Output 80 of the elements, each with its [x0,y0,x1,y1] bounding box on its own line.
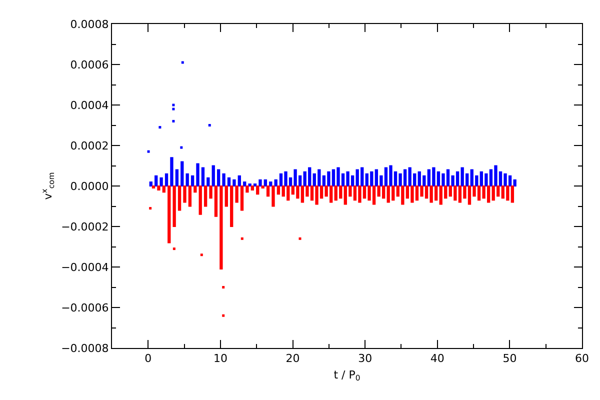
point [180,146,183,149]
bar [222,173,226,186]
bar [162,186,166,193]
y-tick-label: −0.0006 [61,301,109,314]
x-tick-label: 10 [213,352,228,366]
point [222,314,225,317]
y-tick-label: 0.0000 [70,180,109,193]
bar [168,186,171,244]
bar [160,177,163,186]
bar [238,175,241,186]
point [147,150,150,153]
bar [224,186,228,207]
bar [274,179,278,186]
x-tick-label: 60 [575,352,589,366]
bar [178,186,182,211]
y-tick-label: 0.0006 [70,58,109,72]
point [298,237,302,240]
bar [194,186,197,193]
bar [243,181,246,186]
bar [250,186,254,191]
x-tick-label: 0 [144,352,152,366]
point [172,120,175,122]
bar [201,167,205,186]
bar [248,183,252,186]
y-tick-label: 0.0004 [70,98,109,112]
bar [204,186,208,207]
bar [196,163,200,186]
bar [175,169,179,186]
bar [256,186,260,195]
bar [253,183,257,186]
bar [227,177,231,186]
bar [214,186,218,217]
x-tick-label: 20 [286,352,300,366]
bar [217,169,220,186]
bar [188,186,192,207]
bar [172,186,176,227]
bar [180,161,184,186]
bar [152,186,156,189]
bar [154,175,158,186]
bar [186,173,189,186]
bar [269,181,272,186]
point [172,104,175,106]
x-tick-label: 40 [430,352,444,366]
y-tick-label: −0.0002 [61,220,109,234]
bar [261,186,264,189]
bar [230,186,234,227]
y-tick-label: −0.0004 [61,260,109,274]
bar [264,179,268,186]
bar [164,173,168,186]
bar [190,175,194,186]
x-tick-label: 30 [358,352,372,366]
x-axis-title: t / P$_{0}$ [334,368,360,383]
bar [209,186,212,199]
point [240,237,244,240]
bar [170,157,174,186]
bar [240,186,244,211]
y-tick-label: −0.0008 [61,342,109,355]
bar [157,186,160,191]
bar [220,186,223,270]
bar [206,177,210,186]
bar [198,186,202,215]
bar [183,186,186,203]
bar [232,179,236,186]
y-tick-label: 0.0002 [70,139,109,152]
point [172,108,175,110]
bar [272,186,275,207]
bar [266,186,270,197]
point [172,248,176,250]
y-tick-label: 0.0008 [70,18,109,31]
bar [258,179,262,186]
bar [276,186,280,195]
point [181,61,184,64]
bar [212,165,215,186]
point [158,126,162,129]
bar [246,186,249,193]
point [200,254,203,256]
bar [149,181,152,186]
x-tick-label: 50 [502,352,517,366]
bar [235,186,238,203]
point [149,207,152,210]
